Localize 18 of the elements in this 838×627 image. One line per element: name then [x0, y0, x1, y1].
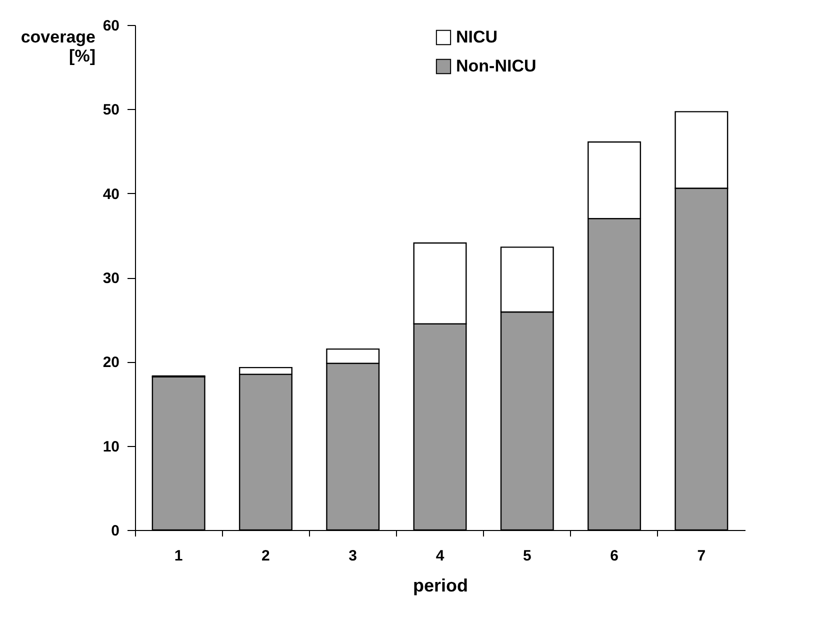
y-tick-label: 40 — [102, 186, 120, 203]
x-tick-label: 6 — [610, 548, 618, 564]
y-tick-label: 20 — [102, 354, 120, 372]
x-tick-label: 2 — [262, 548, 270, 564]
y-tick-label: 0 — [111, 522, 120, 540]
legend-label: Non-NICU — [456, 56, 536, 76]
x-tick-label: 4 — [436, 548, 445, 564]
y-tick-label: 30 — [102, 270, 120, 287]
x-tick-label: 3 — [348, 548, 358, 564]
x-tick-label: 7 — [697, 548, 706, 564]
y-tick-label: 10 — [102, 438, 120, 456]
y-tick-label: 60 — [102, 18, 120, 34]
x-axis-title: period — [412, 576, 468, 596]
y-tick-label: 50 — [102, 102, 120, 119]
y-axis-title: coverage [%] — [20, 28, 96, 66]
x-tick-label: 5 — [522, 548, 532, 564]
x-tick-label: 1 — [174, 548, 183, 564]
legend-label: NICU — [456, 28, 498, 46]
